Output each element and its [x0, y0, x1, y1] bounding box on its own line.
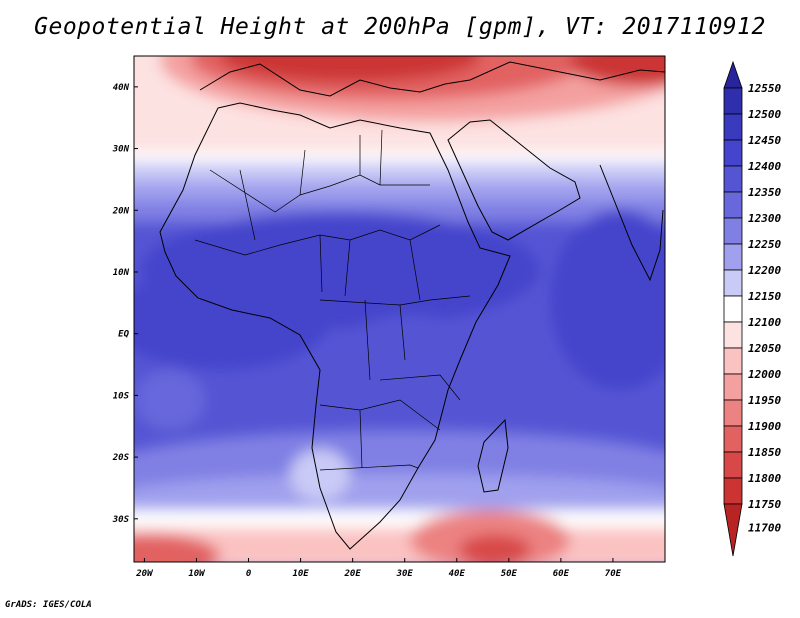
colorbar-level-label: 12250 — [748, 238, 781, 251]
field-low-northeast — [570, 56, 665, 86]
lon-tick-label: 0 — [246, 569, 252, 579]
latitude-axis: 40N 30N 20N 10N EQ 10S 20S 30S — [112, 83, 138, 525]
lon-tick-label: 10W — [188, 569, 206, 579]
colorbar-level-label: 12500 — [748, 108, 781, 121]
field-low-southwest — [134, 534, 220, 562]
lon-tick-label: 70E — [605, 569, 622, 579]
colorbar-swatch — [723, 217, 743, 245]
colorbar-level-label: 11900 — [748, 420, 781, 433]
plot-frame — [133, 55, 666, 563]
lat-tick-label: 30N — [112, 145, 130, 155]
colorbar-level-label: 11950 — [748, 394, 781, 407]
border-north-africa — [209, 129, 430, 241]
colorbar-swatch — [723, 87, 743, 115]
colorbar-swatch — [723, 321, 743, 349]
colorbar-level-label: 12150 — [748, 290, 781, 303]
lat-tick-label: 30S — [112, 515, 130, 525]
lat-tick-label: 10S — [113, 391, 130, 401]
colorbar-swatch — [723, 113, 743, 141]
lon-tick-label: 20W — [135, 569, 154, 579]
border-south — [319, 399, 441, 471]
grads-credit: GrADS: IGES/COLA — [5, 600, 92, 610]
coastline-india — [599, 164, 664, 282]
colorbar-level-label: 12050 — [748, 342, 781, 355]
colorbar-level-label: 12300 — [748, 212, 781, 225]
lon-tick-label: 40E — [449, 569, 466, 579]
colorbar-level-label: 12550 — [748, 82, 781, 95]
field-high-ocean — [134, 270, 330, 370]
field-cape-light — [290, 449, 350, 501]
colorbar-level-label: 12400 — [748, 160, 781, 173]
lat-tick-label: EQ — [118, 330, 129, 340]
colorbar-level-label: 12200 — [748, 264, 781, 277]
colorbar-swatch — [723, 139, 743, 167]
colorbar-swatch — [723, 451, 743, 479]
colorbar-swatch — [723, 477, 743, 505]
lat-tick-label: 20N — [112, 206, 130, 216]
lat-tick-label: 20S — [112, 453, 130, 463]
field-lighter-sw — [135, 370, 205, 430]
longitude-axis: 20W 10W 0 10E 20E 30E 40E 50E 60E 70E — [135, 558, 622, 579]
coastline-arabia — [447, 119, 581, 241]
colorbar-level-label: 12100 — [748, 316, 781, 329]
lon-tick-label: 10E — [292, 569, 309, 579]
lon-tick-label: 60E — [553, 569, 570, 579]
field-low-southeast-core — [459, 534, 531, 562]
colorbar-swatch — [723, 269, 743, 297]
colorbar-swatch — [723, 399, 743, 427]
country-borders — [194, 129, 471, 471]
lon-tick-label: 30E — [396, 569, 414, 579]
colorbar-swatch-top-arrow — [723, 60, 743, 89]
lon-tick-label: 20E — [344, 569, 362, 579]
colorbar-level-label: 11800 — [748, 472, 781, 485]
height-field — [134, 56, 665, 562]
lat-tick-label: 40N — [113, 83, 130, 93]
colorbar-level-label: 11750 — [748, 498, 781, 511]
colorbar-swatch — [723, 425, 743, 453]
field-high-indian — [550, 210, 665, 390]
border-central — [319, 295, 471, 401]
colorbar-level-label: 11700 — [748, 521, 781, 534]
coastline-madagascar — [477, 418, 509, 493]
colorbar-swatch — [723, 295, 743, 323]
field-band-south-pink — [134, 528, 665, 562]
coastline-africa — [159, 102, 511, 550]
colorbar-swatch-bottom-arrow — [723, 503, 743, 557]
colorbar-swatch — [723, 191, 743, 219]
colorbar-swatch — [723, 347, 743, 375]
coastline-south-europe — [199, 61, 665, 97]
colorbar-level-label: 12000 — [748, 368, 781, 381]
colorbar-swatch — [723, 243, 743, 271]
colorbar-swatch — [723, 165, 743, 193]
lat-tick-label: 10N — [113, 268, 130, 278]
map-title: Geopotential Height at 200hPa [gpm], VT:… — [34, 14, 766, 40]
colorbar: 12550 12500 12450 12400 12350 12300 12250 12200… — [723, 60, 781, 557]
field-low-inner — [220, 56, 480, 82]
colorbar-level-label: 11850 — [748, 446, 781, 459]
border-sahel — [194, 224, 441, 301]
colorbar-level-label: 12450 — [748, 134, 781, 147]
field-lighter-gulf — [350, 315, 470, 365]
colorbar-swatch — [723, 373, 743, 401]
lon-tick-label: 50E — [501, 569, 518, 579]
coastlines — [159, 61, 665, 550]
colorbar-level-label: 12350 — [748, 186, 781, 199]
